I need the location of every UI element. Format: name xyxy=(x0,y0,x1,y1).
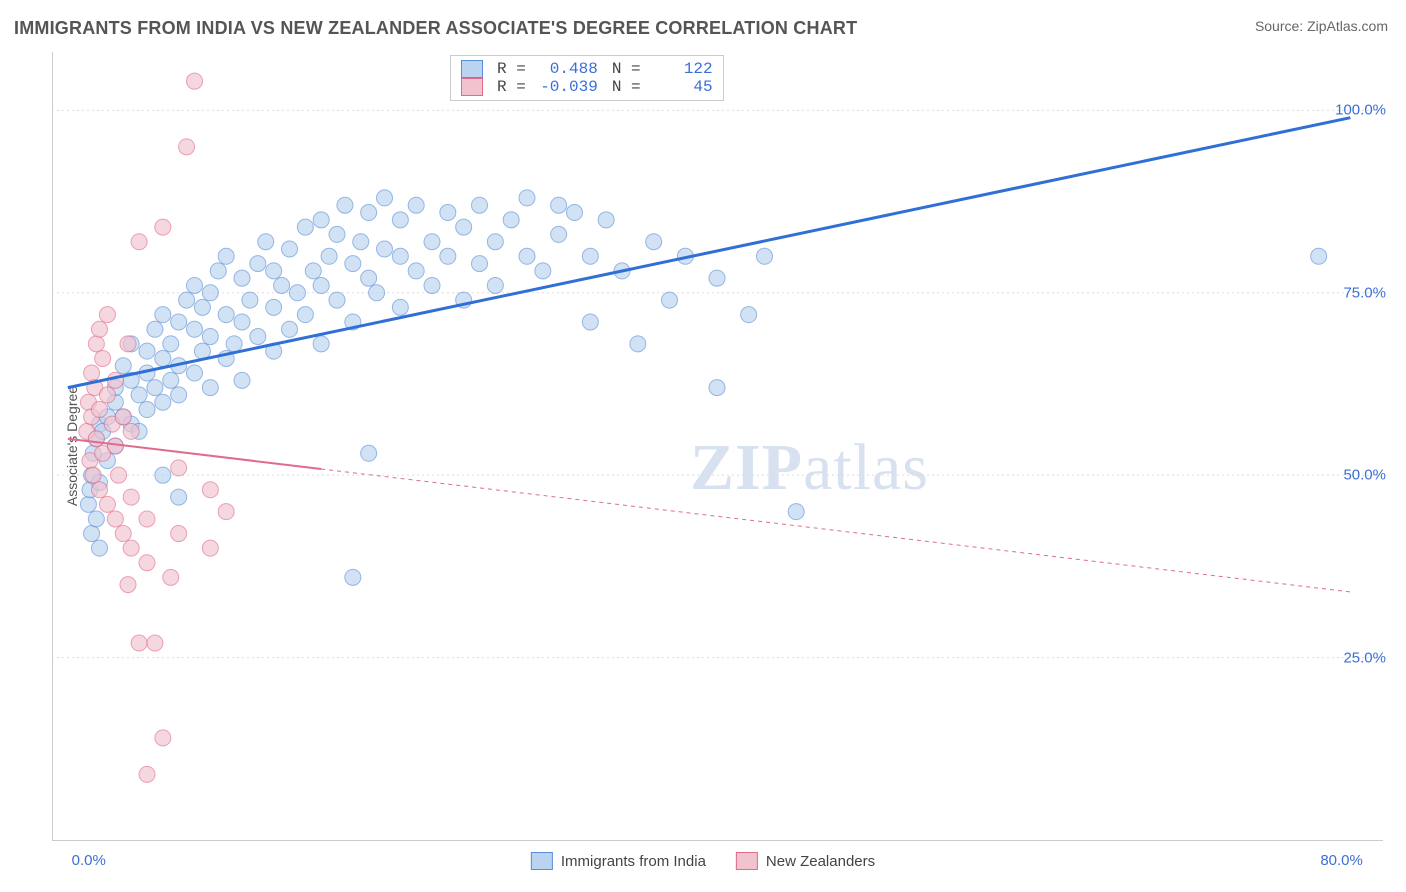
legend-swatch-nz xyxy=(461,78,483,96)
y-tick-label: 100.0% xyxy=(1335,102,1386,119)
r-value: 0.488 xyxy=(540,60,598,78)
r-label: R = xyxy=(497,78,526,96)
n-value: 122 xyxy=(655,60,713,78)
source-label: Source: ZipAtlas.com xyxy=(1255,18,1388,34)
legend-row: R = 0.488 N = 122 xyxy=(461,60,713,78)
legend-item: New Zealanders xyxy=(736,852,875,870)
source-prefix: Source: xyxy=(1255,18,1303,34)
legend-swatch-india xyxy=(461,60,483,78)
n-value: 45 xyxy=(655,78,713,96)
y-tick-label: 75.0% xyxy=(1343,284,1386,301)
r-value: -0.039 xyxy=(540,78,598,96)
y-tick-label: 50.0% xyxy=(1343,467,1386,484)
legend-label: Immigrants from India xyxy=(561,853,706,870)
chart-title: IMMIGRANTS FROM INDIA VS NEW ZEALANDER A… xyxy=(14,18,857,39)
correlation-legend: R = 0.488 N = 122 R = -0.039 N = 45 xyxy=(450,55,724,101)
x-tick-label: 0.0% xyxy=(72,852,106,869)
series-legend: Immigrants from India New Zealanders xyxy=(531,852,875,870)
legend-label: New Zealanders xyxy=(766,853,875,870)
r-label: R = xyxy=(497,60,526,78)
legend-item: Immigrants from India xyxy=(531,852,706,870)
x-tick-label: 80.0% xyxy=(1320,852,1363,869)
y-tick-label: 25.0% xyxy=(1343,649,1386,666)
legend-row: R = -0.039 N = 45 xyxy=(461,78,713,96)
source-name: ZipAtlas.com xyxy=(1307,18,1388,34)
chart-svg xyxy=(52,52,1382,840)
legend-swatch-nz xyxy=(736,852,758,870)
n-label: N = xyxy=(612,60,641,78)
legend-swatch-india xyxy=(531,852,553,870)
n-label: N = xyxy=(612,78,641,96)
